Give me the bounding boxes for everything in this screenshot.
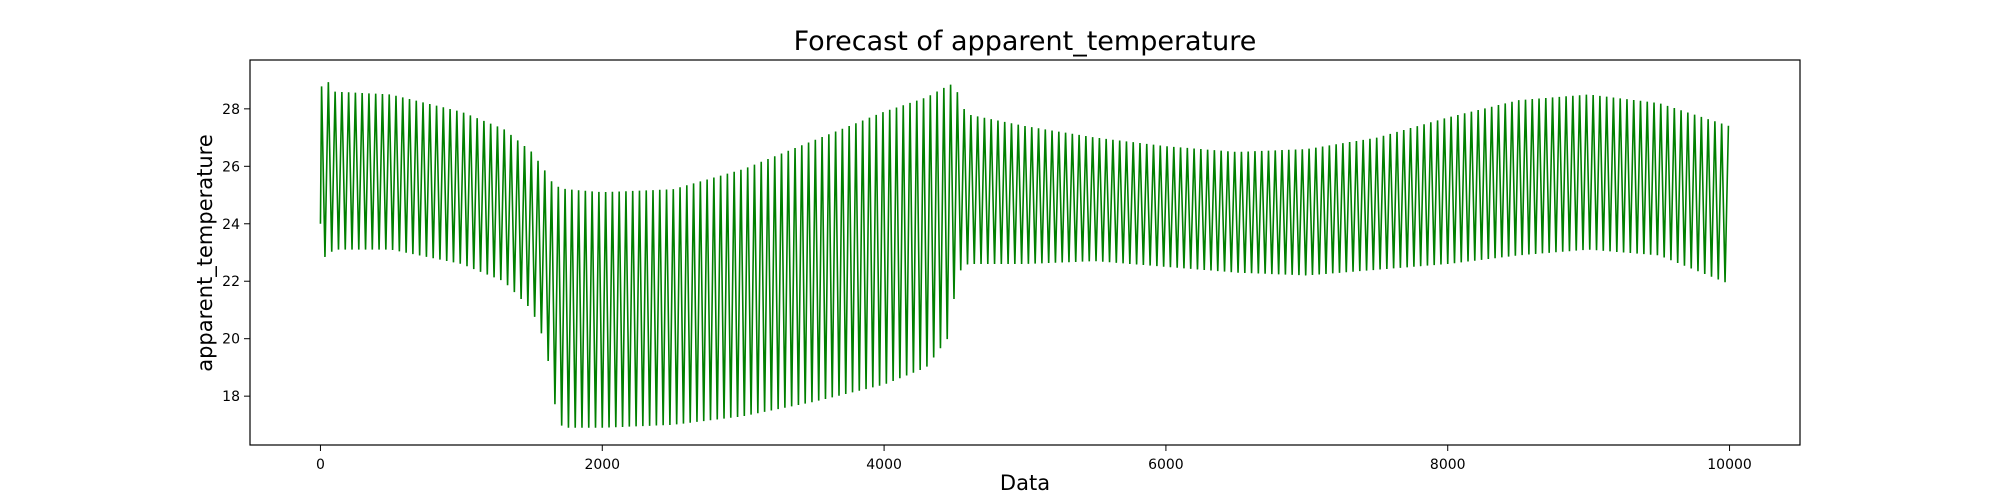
chart-title: Forecast of apparent_temperature — [794, 26, 1257, 57]
x-tick-label: 8000 — [1430, 457, 1466, 473]
series-line-0 — [319, 82, 1730, 428]
y-tick-label: 22 — [222, 274, 240, 290]
x-tick-label: 6000 — [1148, 457, 1184, 473]
x-tick-label: 4000 — [866, 457, 902, 473]
y-tick-label: 24 — [222, 217, 240, 233]
y-tick-label: 18 — [222, 389, 240, 405]
x-axis: 0 2000 4000 6000 8000 10000 — [316, 445, 1752, 473]
x-tick-label: 2000 — [584, 457, 620, 473]
plot-area — [319, 82, 1730, 428]
y-tick-label: 28 — [222, 102, 240, 118]
y-tick-label: 26 — [222, 159, 240, 175]
x-axis-label: Data — [1000, 471, 1050, 495]
x-tick-label: 0 — [316, 457, 325, 473]
y-axis: 18 20 22 24 26 28 — [222, 102, 250, 405]
x-tick-label: 10000 — [1707, 457, 1752, 473]
y-axis-label: apparent_temperature — [193, 134, 218, 372]
y-tick-label: 20 — [222, 332, 240, 348]
plot-frame — [249, 59, 1801, 446]
